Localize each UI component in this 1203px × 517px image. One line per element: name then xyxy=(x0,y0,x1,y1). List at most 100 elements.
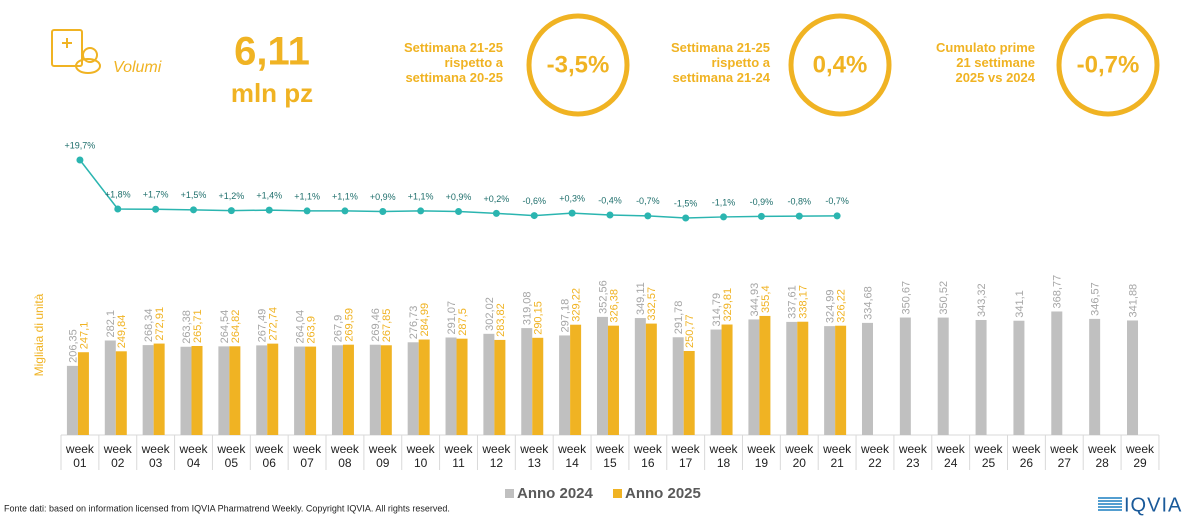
x-tick-label: week 12 xyxy=(482,442,511,470)
x-tick-label: week 16 xyxy=(633,442,662,470)
bar xyxy=(218,346,230,435)
data-label: 355,4 xyxy=(760,285,772,313)
bar xyxy=(380,345,392,435)
bar xyxy=(748,319,760,435)
kpi-value: -0,7% xyxy=(1077,51,1140,78)
data-label: 341,1 xyxy=(1014,290,1026,318)
line-label: +1,8% xyxy=(105,189,131,199)
line-point xyxy=(303,207,311,215)
data-label: 337,61 xyxy=(787,285,799,319)
data-label: 343,32 xyxy=(976,283,988,317)
data-label: 329,81 xyxy=(722,288,734,322)
bar xyxy=(66,365,78,435)
bar xyxy=(1127,320,1139,435)
data-label: 324,99 xyxy=(825,289,837,323)
volume-icon xyxy=(51,29,101,74)
kpi-line: Settimana 21-25 xyxy=(671,40,770,55)
kpi-line: rispetto a xyxy=(444,55,503,70)
y-axis-label: Migliaia di unità xyxy=(32,293,46,376)
data-label: 249,84 xyxy=(116,315,128,349)
bar xyxy=(759,315,771,435)
line-point xyxy=(720,213,728,221)
line-point xyxy=(190,206,198,214)
source-note: Fonte dati: based on information license… xyxy=(4,503,450,513)
line-label: -0,8% xyxy=(788,196,812,206)
data-label: 263,9 xyxy=(305,316,317,344)
data-label: 283,82 xyxy=(495,303,507,337)
bar xyxy=(229,346,241,435)
data-label: 329,22 xyxy=(571,288,583,322)
x-tick-label: week 05 xyxy=(217,442,246,470)
volume-unit: mln pz xyxy=(231,78,313,108)
line-point xyxy=(795,212,803,220)
x-tick-label: week 07 xyxy=(293,442,322,470)
data-label: 297,18 xyxy=(560,299,572,333)
legend-label: Anno 2024 xyxy=(517,485,594,502)
data-label: 302,02 xyxy=(484,297,496,331)
data-label: 268,34 xyxy=(143,308,155,342)
kpi-line: 21 settimane xyxy=(956,55,1035,70)
line-label: +0,2% xyxy=(483,194,509,204)
x-tick-label: week 26 xyxy=(1012,442,1041,470)
line-point xyxy=(833,212,841,220)
x-tick-label: week 13 xyxy=(520,442,549,470)
line-point xyxy=(265,206,273,214)
kpi-value: 0,4% xyxy=(813,51,868,78)
bar xyxy=(899,317,911,435)
data-label: 338,17 xyxy=(798,285,810,319)
line-point xyxy=(606,211,614,219)
bar xyxy=(570,324,582,435)
bar xyxy=(824,326,836,435)
bar xyxy=(1089,318,1101,435)
kpi-line: settimana 21-24 xyxy=(672,70,770,85)
line-label: -0,6% xyxy=(522,196,546,206)
data-label: 263,38 xyxy=(181,310,193,344)
bar xyxy=(418,339,430,435)
bar xyxy=(596,316,608,435)
bar xyxy=(607,325,619,435)
kpi-circle xyxy=(788,13,892,117)
legend-swatch xyxy=(613,489,622,498)
data-label: 326,38 xyxy=(608,289,620,323)
line-point xyxy=(455,207,463,215)
data-label: 265,71 xyxy=(192,309,204,343)
kpi-circle xyxy=(1056,13,1160,117)
line-point xyxy=(379,207,387,215)
volume-value: 6,11 xyxy=(234,30,310,74)
line-point xyxy=(114,205,122,213)
bar xyxy=(256,345,268,435)
bar xyxy=(521,328,533,435)
bar xyxy=(153,343,165,435)
data-label: 350,67 xyxy=(900,281,912,315)
x-tick-label: week 18 xyxy=(709,442,738,470)
bar xyxy=(494,339,506,435)
data-label: 264,82 xyxy=(230,310,242,344)
bar xyxy=(180,346,192,435)
x-tick-label: week 02 xyxy=(103,442,132,470)
x-tick-label: week 09 xyxy=(368,442,397,470)
line-label: +1,4% xyxy=(256,190,282,200)
x-tick-label: week 24 xyxy=(936,442,965,470)
kpi-line: settimana 20-25 xyxy=(405,70,503,85)
line-point xyxy=(682,214,690,222)
logo-text: IQVIA xyxy=(1124,494,1182,516)
x-tick-label: week 04 xyxy=(179,442,208,470)
kpi-line: Settimana 21-25 xyxy=(404,40,503,55)
x-tick-label: week 25 xyxy=(974,442,1003,470)
x-tick-label: week 11 xyxy=(444,442,473,470)
bar xyxy=(115,351,127,435)
x-tick-label: week 22 xyxy=(860,442,889,470)
line-point xyxy=(417,207,425,215)
iqvia-logo: IQVIA xyxy=(1098,494,1182,516)
line-point xyxy=(530,212,538,220)
bar xyxy=(710,329,722,435)
line-label: -0,7% xyxy=(636,196,660,206)
line-label: +0,9% xyxy=(370,192,396,202)
data-label: 264,04 xyxy=(294,310,306,344)
x-tick-label: week 19 xyxy=(747,442,776,470)
data-label: 290,15 xyxy=(533,301,545,335)
x-tick-label: week 27 xyxy=(1050,442,1079,470)
bar xyxy=(142,345,154,435)
data-label: 272,74 xyxy=(268,307,280,341)
